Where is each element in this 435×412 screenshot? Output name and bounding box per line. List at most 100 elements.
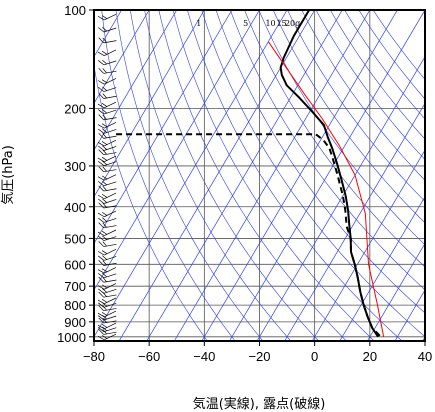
wind-barb-flag	[102, 166, 107, 172]
wind-barb-flag	[98, 235, 105, 241]
wind-barb-flag	[102, 180, 107, 186]
wind-barb-flag	[102, 326, 107, 332]
wind-barb-shaft	[103, 95, 117, 99]
wind-barb-shaft	[104, 322, 117, 330]
wind-barb-flag	[102, 260, 107, 266]
wind-barb-flag	[102, 292, 107, 297]
wind-barb-flag	[101, 175, 108, 180]
wind-barb	[97, 267, 117, 274]
wind-barb-flag	[98, 276, 104, 283]
wind-barb	[98, 114, 117, 121]
dry-adiabat-line	[129, 10, 291, 341]
wind-barb-flag	[98, 93, 104, 99]
wind-barb-shaft	[103, 288, 117, 294]
data-series	[116, 10, 385, 338]
wind-barb	[98, 198, 117, 204]
wind-barb-flag	[98, 305, 104, 311]
wind-barb-flag	[101, 284, 108, 289]
wind-barb-shaft	[103, 279, 117, 283]
wind-barb-shaft	[103, 40, 117, 44]
isotherm-line	[94, 10, 260, 291]
wind-barb	[98, 26, 117, 33]
mixing-ratio-label: 10	[265, 19, 275, 28]
wind-barb	[98, 86, 117, 92]
wind-barb-flag	[102, 241, 107, 247]
wind-barb-shaft	[103, 146, 117, 151]
x-tick-label: 40	[418, 349, 432, 364]
wind-barb-flag	[101, 156, 108, 161]
wind-barb-flag	[102, 114, 107, 120]
wind-barb-flag	[102, 26, 107, 32]
dry-adiabat-line	[372, 10, 425, 80]
wind-barb	[98, 235, 117, 241]
y-tick-label: 800	[64, 298, 86, 313]
wind-barb	[98, 185, 117, 192]
dry-adiabat-line	[258, 10, 425, 246]
isotherm-line	[339, 196, 425, 341]
wind-barb	[98, 255, 117, 261]
wind-barb	[98, 305, 117, 312]
wind-barb-shaft	[104, 249, 117, 256]
wind-barb-shaft	[104, 210, 117, 218]
x-tick-label: −20	[248, 349, 270, 364]
wind-barb-flag	[102, 86, 107, 91]
y-tick-label: 200	[64, 101, 86, 116]
wind-barb	[98, 128, 117, 134]
wind-barb-flag	[97, 324, 105, 330]
y-tick-label: 500	[64, 231, 86, 246]
wind-barb-flag	[98, 260, 104, 266]
wind-barb-shaft	[103, 243, 117, 247]
wind-barb	[97, 333, 117, 341]
y-tick-label: 400	[64, 200, 86, 215]
wind-barb-shaft	[103, 169, 117, 173]
wind-barb-flag	[101, 50, 108, 55]
mixing-ratio-label: 15	[276, 19, 286, 28]
wind-barb-shaft	[103, 60, 117, 66]
wind-barb-flag	[102, 109, 107, 114]
wind-barb	[98, 302, 117, 308]
y-tick-label: 600	[64, 257, 86, 272]
wind-barb-shaft	[103, 331, 117, 335]
wind-barb-shaft	[104, 310, 117, 318]
wind-barb-shaft	[103, 302, 117, 308]
wind-barb-shaft	[104, 297, 117, 305]
isotherm-line	[367, 242, 425, 341]
temperature-line	[279, 10, 379, 338]
wind-barb-shaft	[104, 267, 117, 274]
wind-barb-flag	[102, 329, 107, 335]
wind-barb-flag	[97, 157, 105, 163]
wind-barb-flag	[101, 250, 108, 254]
isotherm-line	[94, 10, 150, 105]
wind-barb-flag	[97, 194, 105, 200]
wind-barb-flag	[101, 141, 108, 145]
wind-barb-flag	[98, 328, 104, 335]
isotherm-line	[94, 10, 122, 58]
wind-barb-flag	[97, 299, 105, 305]
wind-barb-shaft	[104, 229, 117, 237]
x-tick-label: −80	[83, 349, 105, 364]
wind-barb-shaft	[103, 161, 117, 167]
isotherm-line	[94, 10, 288, 338]
dry-adiabat-line	[101, 10, 236, 341]
wind-barb-flag	[98, 222, 104, 229]
wind-barb	[97, 101, 117, 109]
wind-barb-flag	[98, 181, 105, 187]
x-tick-label: 0	[311, 349, 318, 364]
wind-barb	[98, 37, 117, 44]
wind-barb-flag	[101, 123, 108, 128]
wind-barb-flag	[98, 315, 105, 321]
y-tick-label: 300	[64, 159, 86, 174]
wind-barb	[98, 217, 117, 223]
wind-barb-flag	[102, 133, 107, 139]
wind-barb-flag	[97, 51, 105, 56]
wind-barb	[98, 59, 117, 66]
wind-barb-shaft	[103, 109, 117, 115]
wind-barb-flag	[102, 37, 107, 43]
isotherm-line	[284, 102, 425, 341]
wind-barb-flag	[102, 277, 107, 282]
wind-barb-flag	[98, 27, 105, 33]
y-tick-label: 1000	[57, 330, 86, 345]
wind-barb-flag	[98, 185, 104, 192]
wind-barb	[98, 166, 117, 173]
